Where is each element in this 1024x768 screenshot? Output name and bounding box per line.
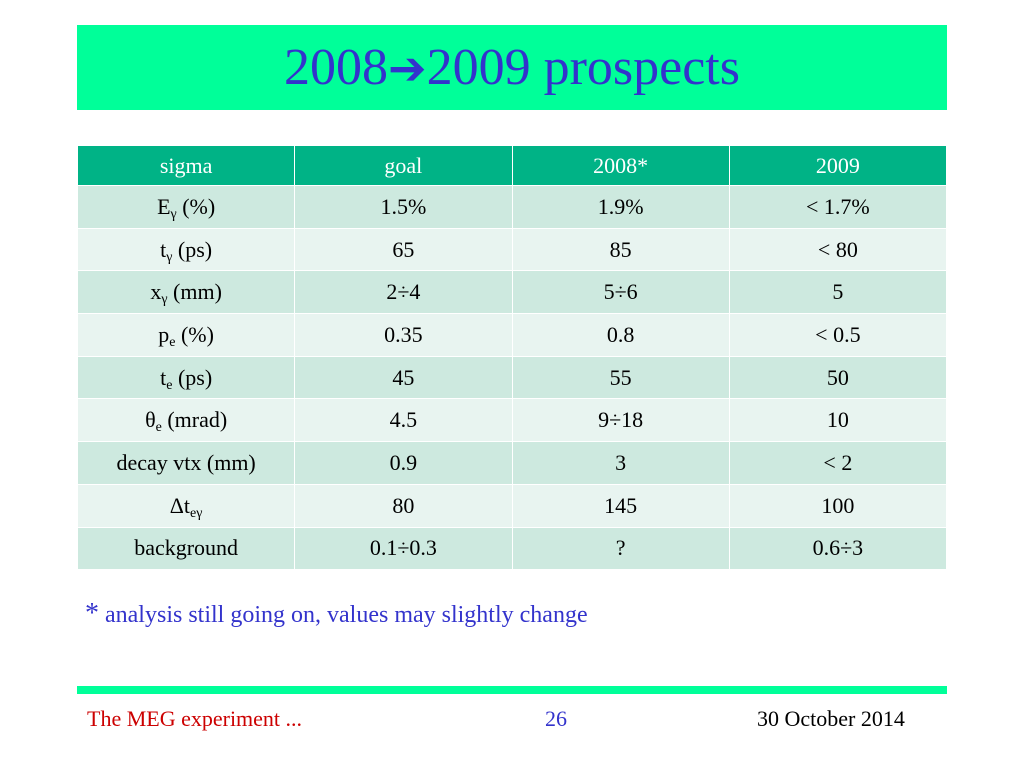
table-row: pe (%) 0.35 0.8 < 0.5 — [76, 313, 948, 357]
cell-2008: 145 — [511, 483, 730, 528]
row-label: te (ps) — [76, 355, 296, 400]
cell-2008: 0.8 — [511, 313, 730, 357]
row-label-symbol: θ — [145, 407, 156, 433]
row-label-subscript: γ — [166, 249, 173, 265]
row-label-subscript: γ — [170, 206, 177, 222]
row-label-unit: (%) — [176, 193, 216, 219]
cell-2008: 3 — [511, 441, 730, 485]
cell-goal: 0.9 — [294, 441, 513, 485]
row-label-unit: (ps) — [172, 364, 213, 390]
cell-goal: 1.5% — [294, 185, 513, 229]
page-number: 26 — [545, 706, 567, 731]
cell-2008: 85 — [511, 227, 730, 272]
footer-date: 30 October 2014 — [757, 706, 905, 731]
cell-2009: < 2 — [728, 441, 948, 485]
row-label-symbol: background — [134, 535, 239, 561]
footer-divider — [77, 686, 947, 694]
header-2009: 2009 — [728, 145, 948, 186]
row-label: tγ (ps) — [76, 227, 296, 272]
right-arrow-icon: ➔ — [388, 41, 427, 95]
table-row: tγ (ps) 65 85 < 80 — [76, 227, 948, 272]
table-row: background 0.1÷0.3? 0.6÷3 — [76, 526, 948, 571]
row-label-symbol: decay vtx (mm) — [116, 449, 256, 475]
row-label: background — [76, 526, 296, 571]
cell-2008: ? — [511, 526, 730, 571]
table-row: xγ (mm) 2÷4 5÷6 5 — [76, 270, 948, 315]
table-header-row: sigma goal 2008* 2009 — [76, 145, 948, 186]
title-right: 2009 prospects — [426, 39, 740, 96]
title-left: 2008 — [284, 39, 389, 96]
cell-goal: 0.1÷0.3 — [294, 526, 513, 571]
cell-2009: 100 — [728, 483, 948, 528]
footer-title: The MEG experiment ... — [87, 706, 303, 731]
row-label: pe (%) — [76, 313, 296, 357]
cell-2009: < 1.7% — [728, 185, 948, 229]
footnote-text: analysis still going on, values may slig… — [105, 602, 588, 628]
cell-2008: 1.9% — [511, 185, 730, 229]
row-label-symbol: t — [160, 364, 167, 390]
row-label-subscript: γ — [161, 292, 168, 308]
row-label-unit: (mm) — [167, 279, 222, 305]
table-row: te (ps) 45 55 50 — [76, 355, 948, 400]
cell-2009: < 80 — [728, 227, 948, 272]
header-goal: goal — [294, 145, 513, 186]
cell-goal: 0.35 — [294, 313, 513, 357]
footnote-star: * — [85, 598, 99, 629]
header-sigma: sigma — [76, 145, 296, 186]
cell-goal: 65 — [294, 227, 513, 272]
row-label-unit: (ps) — [172, 236, 213, 262]
table-row: decay vtx (mm) 0.9 3 < 2 — [76, 441, 948, 485]
table-row: Δteγ 80 145 100 — [76, 483, 948, 528]
cell-2008: 5÷6 — [511, 270, 730, 315]
slide-title: 2008➔2009 prospects — [77, 25, 947, 110]
cell-2008: 9÷18 — [511, 398, 730, 443]
row-label-unit: (mrad) — [161, 407, 228, 433]
row-label-subscript: e — [155, 420, 162, 436]
row-label: θe (mrad) — [76, 398, 296, 443]
table-row: Eγ (%) 1.5% 1.9% < 1.7% — [76, 185, 948, 229]
cell-goal: 2÷4 — [294, 270, 513, 315]
cell-2009: 0.6÷3 — [728, 526, 948, 571]
cell-goal: 80 — [294, 483, 513, 528]
table-row: θe (mrad) 4.5 9÷18 10 — [76, 398, 948, 443]
row-label-subscript: e — [166, 377, 173, 393]
row-label-symbol: x — [150, 279, 162, 305]
row-label-symbol: p — [158, 321, 170, 347]
cell-2009: < 0.5 — [728, 313, 948, 357]
row-label-subscript: eγ — [190, 505, 203, 521]
cell-goal: 4.5 — [294, 398, 513, 443]
row-label: Δteγ — [76, 483, 296, 528]
row-label-symbol: E — [157, 193, 171, 219]
cell-2008: 55 — [511, 355, 730, 400]
cell-2009: 50 — [728, 355, 948, 400]
cell-2009: 5 — [728, 270, 948, 315]
cell-goal: 45 — [294, 355, 513, 400]
title-bar: 2008➔2009 prospects — [77, 25, 947, 110]
row-label-unit: (%) — [175, 321, 214, 347]
table-body: Eγ (%) 1.5% 1.9% < 1.7% tγ (ps) 65 85 < 80 xγ (m… — [76, 185, 948, 571]
cell-2009: 10 — [728, 398, 948, 443]
footnote: * analysis still going on, values may sl… — [85, 598, 588, 630]
row-label-symbol: t — [160, 236, 167, 262]
row-label: xγ (mm) — [76, 270, 296, 315]
row-label-symbol: Δt — [169, 492, 191, 518]
row-label: decay vtx (mm) — [76, 441, 296, 485]
header-2008: 2008* — [511, 145, 730, 186]
sigma-table: sigma goal 2008* 2009 Eγ (%) 1.5% 1.9% < 1.… — [76, 145, 948, 571]
row-label-subscript: e — [169, 334, 176, 350]
row-label: Eγ (%) — [76, 185, 296, 229]
